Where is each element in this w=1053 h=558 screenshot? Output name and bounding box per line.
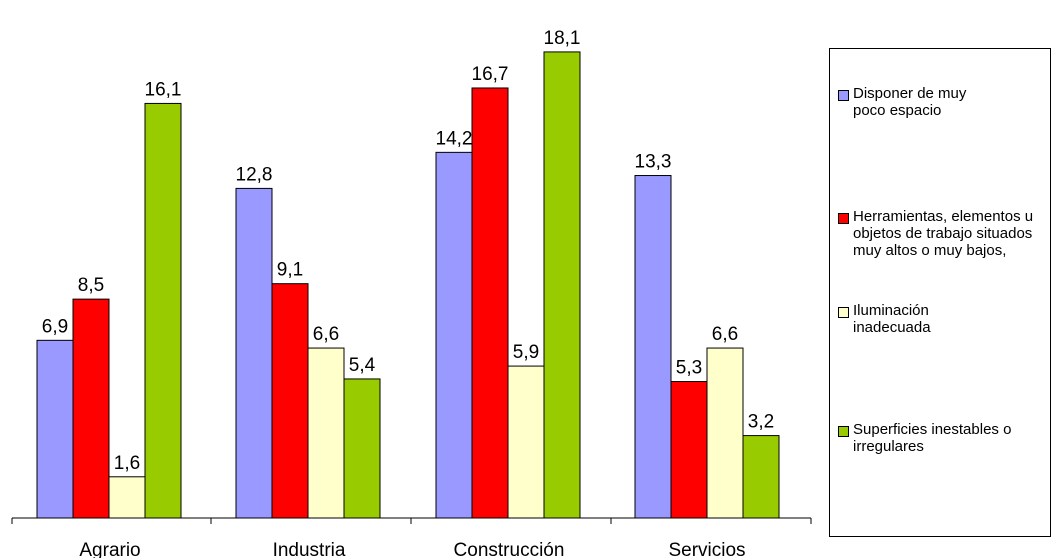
category-label-construccion: Construcción [454,540,565,558]
bar-industria-s1 [235,187,273,519]
legend-item-espacio: Disponer de muy poco espacio [838,85,1050,119]
value-label: 16,7 [472,64,509,85]
value-label: 18,1 [544,28,581,49]
bar-industria-s2 [271,283,309,519]
legend-swatch [838,90,849,101]
value-label: 5,9 [513,342,539,363]
value-label: 6,6 [712,324,738,345]
bar-agrario-s4 [144,102,182,519]
value-label: 14,2 [436,128,473,149]
legend-swatch [838,426,849,437]
bar-servicios-s2 [670,381,708,519]
legend-item-superficies: Superficies inestables o irregulares [838,421,1050,455]
legend-label: Iluminación inadecuada [853,302,931,336]
value-label: 9,1 [277,260,303,281]
value-label: 13,3 [635,152,672,173]
bar-construccion-s3 [507,365,545,519]
value-label: 6,6 [313,324,339,345]
bar-construccion-s1 [435,151,473,519]
bar-industria-s3 [307,347,345,519]
legend-item-herramientas: Herramientas, elementos u objetos de tra… [838,208,1050,259]
bar-servicios-s3 [706,347,744,519]
legend: Disponer de muy poco espacio Herramienta… [829,48,1051,537]
bar-agrario-s1 [36,339,74,519]
legend-swatch [838,213,849,224]
category-label-servicios: Servicios [668,540,745,558]
value-label: 6,9 [42,316,68,337]
value-label: 16,1 [145,79,182,100]
bar-servicios-s1 [634,175,672,519]
legend-label: Disponer de muy poco espacio [853,85,967,119]
legend-swatch [838,307,849,318]
value-label: 5,4 [349,355,376,376]
category-label-agrario: Agrario [79,540,140,558]
bar-construccion-s2 [471,87,509,519]
legend-item-iluminacion: Iluminación inadecuada [838,302,1050,336]
bar-agrario-s3 [108,476,146,519]
value-label: 1,6 [114,453,140,474]
x-ticks-group [11,518,812,524]
value-label: 5,3 [676,358,702,379]
bar-servicios-s4 [742,435,780,519]
bars-group [36,51,780,519]
bar-agrario-s2 [72,298,110,519]
category-label-industria: Industria [273,540,346,558]
legend-label: Superficies inestables o irregulares [853,421,1012,455]
value-label: 12,8 [236,164,273,185]
value-labels-group: 6,9 12,8 14,2 13,3 8,5 9,1 16,7 5,3 1,6 6,6 5,9 6,6… [42,28,774,474]
value-label: 3,2 [748,412,774,433]
bar-construccion-s4 [543,51,581,519]
value-label: 8,5 [78,275,104,296]
category-labels-group: Agrario Industria Construcción Servicios [79,540,745,558]
bar-industria-s4 [343,378,381,519]
legend-label: Herramientas, elementos u objetos de tra… [853,208,1034,259]
